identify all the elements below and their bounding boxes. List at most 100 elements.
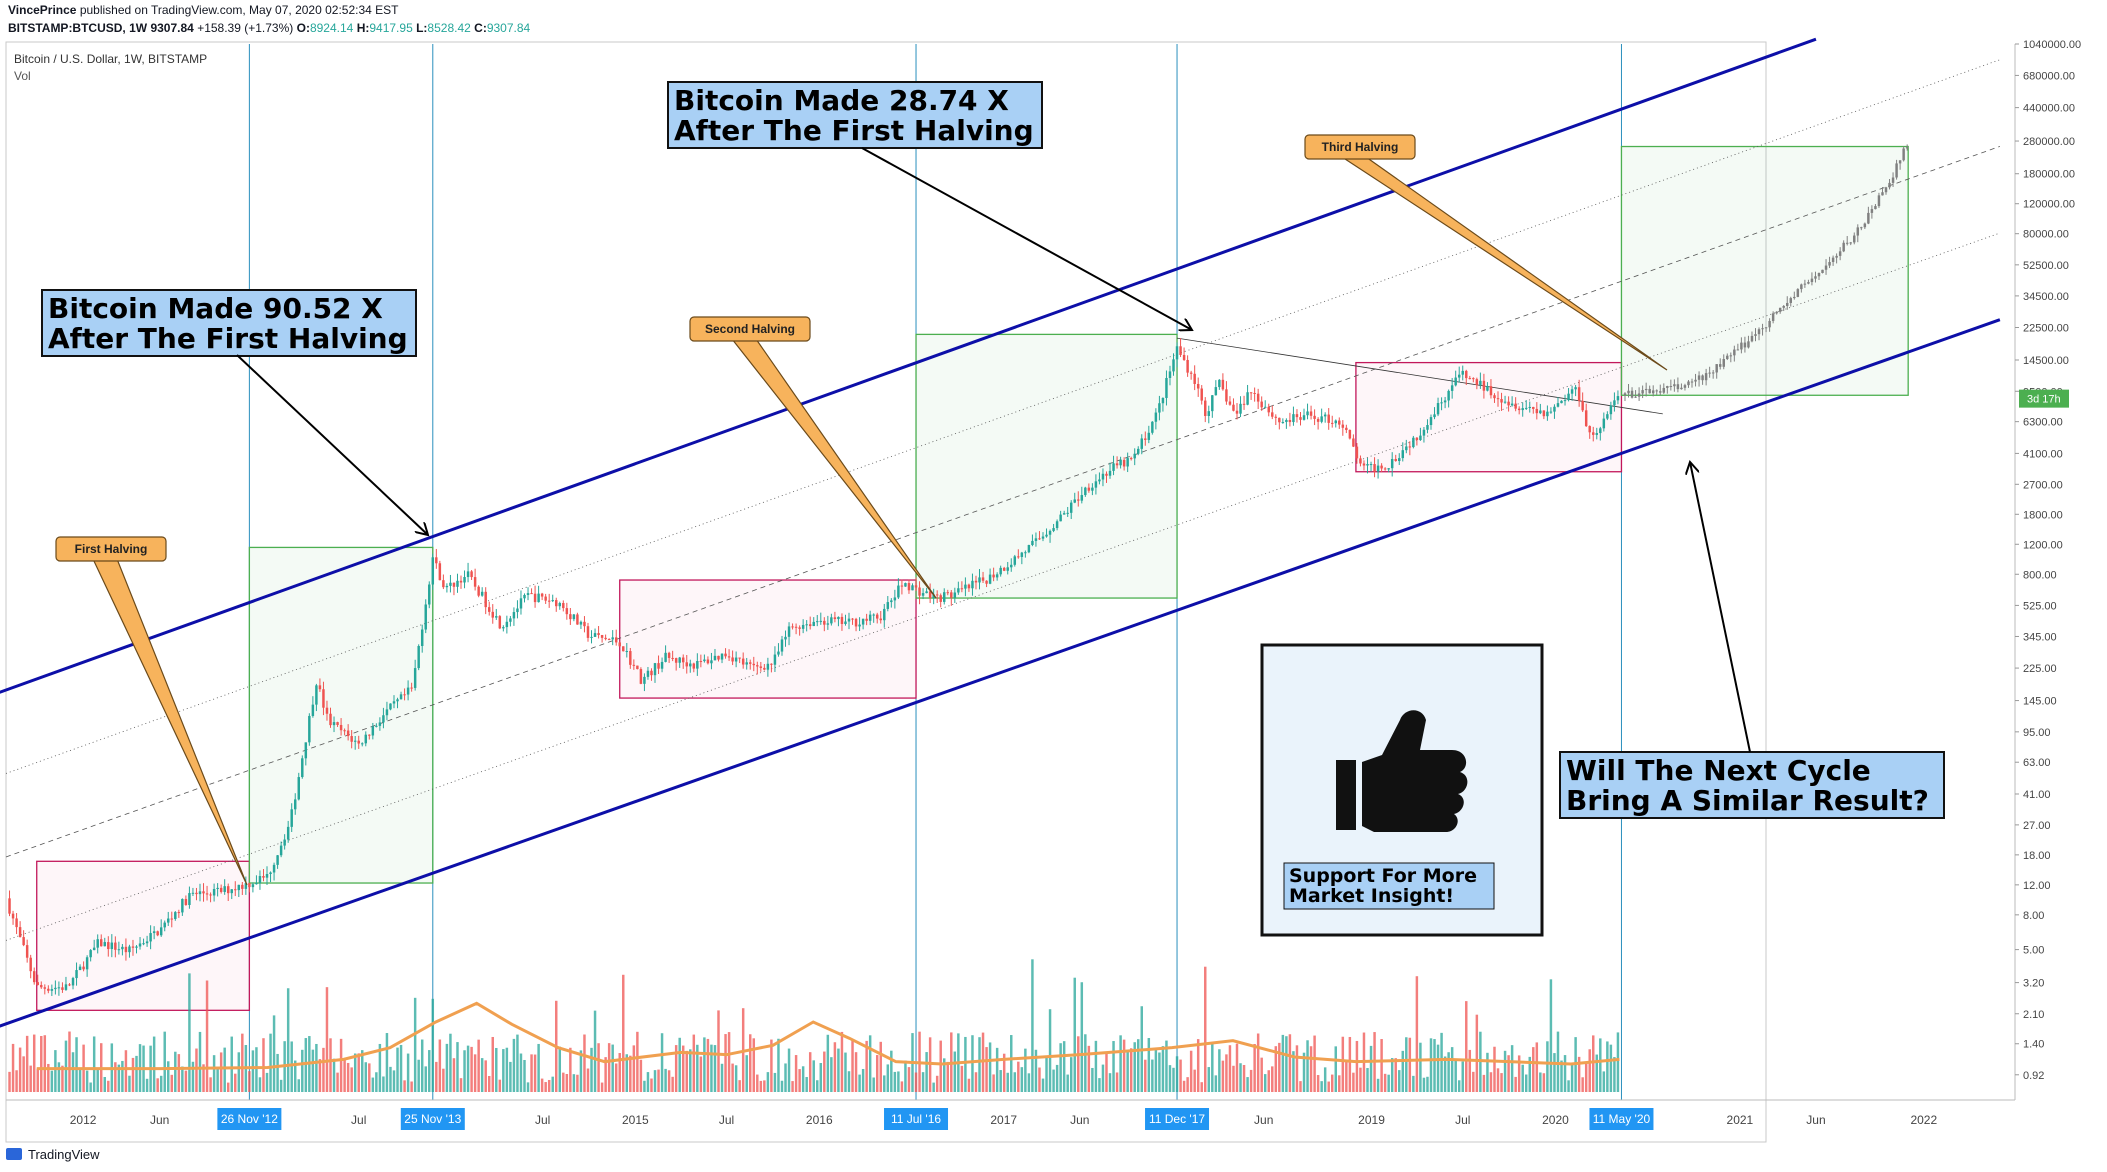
candle-body <box>847 618 851 622</box>
volume-bar <box>195 1048 198 1092</box>
volume-bar <box>248 1071 251 1092</box>
pink-cycle-box <box>619 579 917 699</box>
volume-bar <box>1383 1073 1387 1092</box>
volume-bar <box>1084 1034 1087 1092</box>
volume-bar <box>756 1074 759 1092</box>
first-halving-label-box[interactable] <box>55 536 167 562</box>
second-halving-label-box[interactable] <box>689 316 811 342</box>
volume-bar <box>1218 1049 1221 1092</box>
volume-bar <box>159 1075 163 1092</box>
annotations[interactable]: First Halving Second Halving Third Halving… <box>41 81 1945 937</box>
volume-bar <box>1041 1078 1045 1092</box>
volume-bar <box>258 1077 262 1092</box>
candle-body <box>456 580 459 587</box>
time-tick-label: 2022 <box>1910 1113 1937 1127</box>
note-28x-box[interactable] <box>667 81 1043 149</box>
candle-body <box>1475 379 1479 385</box>
projection-body <box>1768 320 1771 328</box>
channel-upper-line[interactable] <box>0 37 1817 695</box>
candle-body <box>406 687 410 695</box>
volume-bar <box>1225 1054 1228 1092</box>
candle-body <box>544 596 547 601</box>
volume-bar <box>1380 1039 1383 1092</box>
candle-body <box>1373 464 1376 472</box>
candle-body <box>713 655 717 661</box>
third-halving-label-box[interactable] <box>1304 134 1416 160</box>
candle-body <box>244 883 248 889</box>
volume-bar <box>1542 1073 1546 1092</box>
volume-bar <box>346 1062 350 1092</box>
candle-body <box>219 887 223 892</box>
candle-body <box>1359 458 1362 464</box>
volume-bar <box>449 1033 452 1092</box>
volume-bar <box>392 1070 396 1092</box>
footer: TradingView <box>6 1143 100 1165</box>
candle-body <box>597 633 600 636</box>
projection-body <box>1838 251 1842 256</box>
volume-bar <box>209 1077 212 1092</box>
channel-lower-line[interactable] <box>0 318 2001 1030</box>
candle-body <box>1232 404 1235 411</box>
time-axis[interactable]: 2012 Jun Jul Jul 2015 Jul 2016 2017 Jun Jun 2019 Ju… <box>6 1099 2015 1130</box>
projection-body <box>1743 342 1747 348</box>
candle-body <box>325 707 329 714</box>
date-badge <box>217 1108 282 1130</box>
volume-bar <box>558 1046 562 1092</box>
projection-candles[interactable] <box>1623 144 1909 402</box>
candle-body <box>1327 414 1330 423</box>
volume-bar <box>780 1080 784 1092</box>
volume-bar <box>1535 1042 1539 1092</box>
price-axis[interactable]: 1040000.00 680000.00 440000.00 280000.00 180… <box>2014 39 2081 1100</box>
candle-body <box>1249 392 1253 394</box>
volume-bar <box>593 1010 597 1092</box>
candle-body <box>1348 430 1352 439</box>
volume-bar <box>1260 1057 1263 1092</box>
volume-bar <box>1020 1067 1024 1092</box>
volume-bar <box>727 1032 731 1092</box>
volume-bar <box>1196 1039 1200 1092</box>
volume-bar <box>286 988 290 1092</box>
candle-body <box>424 604 427 630</box>
time-tick-label: 2020 <box>1542 1113 1569 1127</box>
candle-body <box>738 657 741 659</box>
note-90x-line1: Bitcoin Made 90.52 X <box>48 292 383 325</box>
volume-bar <box>794 1055 798 1092</box>
volume-bar <box>456 1042 459 1092</box>
candle-body <box>403 694 406 696</box>
volume-bar <box>1211 1043 1214 1092</box>
candle-body <box>1214 387 1218 396</box>
projection-body <box>1697 375 1701 380</box>
volume-bar <box>413 997 417 1092</box>
candle-body <box>308 715 311 743</box>
volume-bar <box>191 1061 195 1092</box>
candle-body <box>322 689 325 708</box>
volume-bar <box>57 1062 61 1092</box>
note-90x-box[interactable] <box>41 289 417 357</box>
candle-body <box>685 662 688 667</box>
candle-body <box>346 730 350 737</box>
candle-body <box>812 621 815 627</box>
volume-bar <box>643 1080 646 1092</box>
volume-bar <box>784 1063 787 1092</box>
note-next-cycle-box[interactable] <box>1559 751 1945 819</box>
projection-body <box>1680 387 1683 390</box>
support-label-box <box>1283 862 1495 910</box>
candle-body <box>332 722 336 726</box>
volume-bar <box>1500 1073 1503 1092</box>
volume-bar <box>145 1078 149 1092</box>
candle-body <box>181 898 184 913</box>
candle-body <box>382 715 385 723</box>
cycle-boxes <box>36 145 1909 1011</box>
volume-bar <box>798 1069 801 1092</box>
candle-body <box>290 809 293 827</box>
volume-bar <box>1595 1054 1599 1092</box>
price-candles[interactable] <box>8 338 1620 997</box>
volume-bar <box>833 1042 837 1092</box>
volume-bar <box>473 1054 477 1092</box>
volume-bar <box>664 1068 667 1092</box>
candle-body <box>999 567 1002 575</box>
date-badge <box>1589 1108 1654 1130</box>
candle-body <box>879 618 882 621</box>
candle-body <box>770 663 773 665</box>
